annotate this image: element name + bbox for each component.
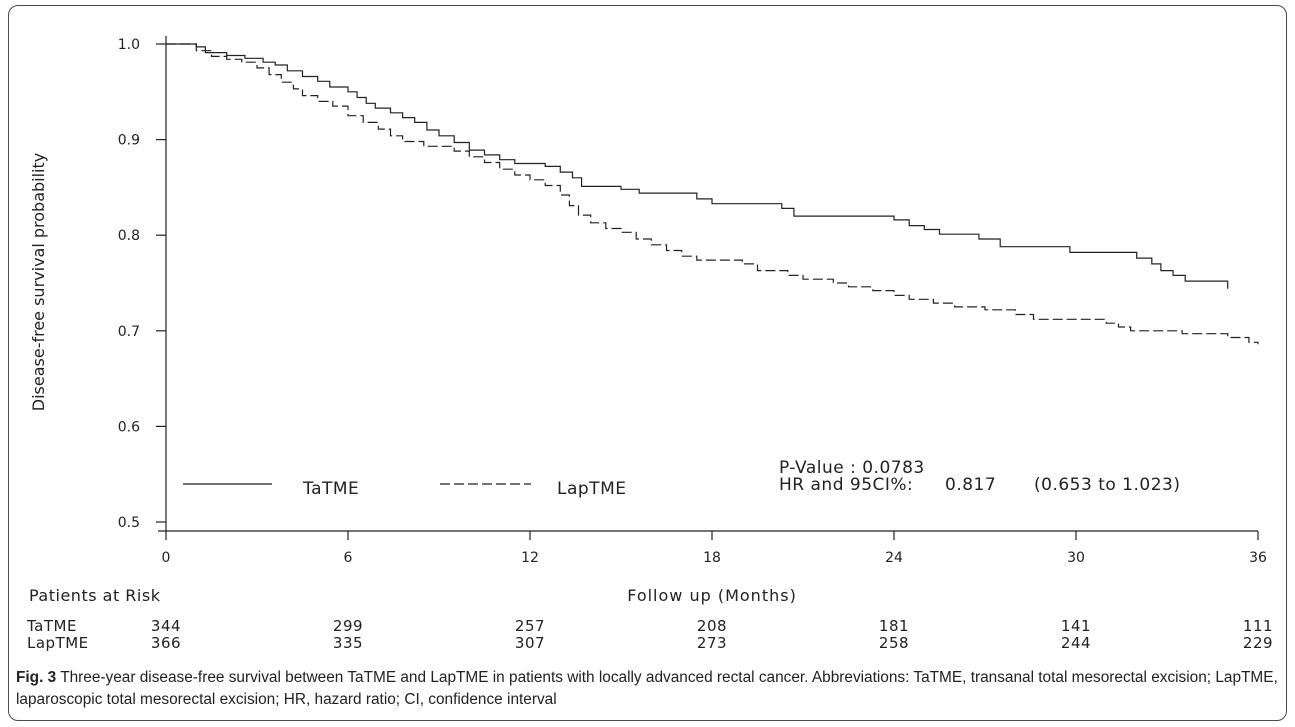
x-tick-label: 18 (703, 550, 721, 566)
risk-count: 366 (151, 634, 181, 652)
hr-ci-annotation: (0.653 to 1.023) (1034, 475, 1180, 495)
survival-chart: 0 6 12 18 24 30 36 0.50.60.70.80.91.0 TaTME Lap… (26, 36, 1273, 652)
risk-count: 344 (151, 617, 181, 635)
risk-count: 181 (879, 617, 909, 635)
risk-count: 299 (333, 617, 363, 635)
y-tick-label: 0.5 (118, 515, 140, 531)
x-tick-label: 24 (885, 550, 903, 566)
risk-row-label: TaTME (26, 617, 77, 635)
y-tick-label: 0.8 (118, 228, 140, 244)
y-ticks: 0.5 0.6 0.7 0.8 0.9 1.0 (118, 37, 166, 531)
y-tick-label: 1.0 (118, 37, 140, 53)
legend-label-tatme: TaTME (302, 479, 359, 499)
figure-frame (8, 5, 1287, 721)
risk-count: 257 (515, 617, 545, 635)
x-tick-label: 12 (521, 550, 539, 566)
x-tick-label: 6 (344, 550, 353, 566)
risk-row-label: LapTME (27, 634, 89, 652)
risk-table: TaTME 344 299 257 208 181 141 111 LapTME 366 335 30… (26, 617, 1273, 652)
hr-value-annotation: 0.817 (945, 475, 996, 495)
caption-text: Three-year disease-free survival between… (16, 669, 1278, 708)
legend-label-laptme: LapTME (557, 479, 626, 499)
risk-count: 229 (1243, 634, 1273, 652)
y-tick-label: 0.9 (118, 133, 140, 149)
risk-count: 244 (1061, 634, 1091, 652)
x-axis-label: Follow up (Months) (627, 586, 797, 605)
x-tick-label: 30 (1067, 550, 1085, 566)
legend: TaTME LapTME (183, 479, 626, 499)
chart-axes (158, 36, 1258, 532)
risk-count: 335 (333, 634, 363, 652)
x-ticks: 0 6 12 18 24 30 36 (162, 531, 1267, 566)
risk-count: 111 (1243, 617, 1273, 635)
y-tick-label: 0.6 (118, 419, 140, 435)
series-tatme-line (166, 43, 1229, 289)
hr-label-annotation: HR and 95CI%: (779, 475, 913, 495)
p-value-annotation: P-Value : 0.0783 (779, 458, 925, 478)
risk-count: 208 (697, 617, 727, 635)
risk-count: 273 (697, 634, 727, 652)
survival-curves (166, 43, 1259, 345)
risk-count: 258 (879, 634, 909, 652)
risk-count: 141 (1061, 617, 1091, 635)
y-tick-label: 0.7 (118, 324, 140, 340)
risk-count: 307 (515, 634, 545, 652)
series-laptme-line (166, 43, 1259, 345)
x-tick-label: 36 (1249, 550, 1267, 566)
caption-label: Fig. 3 (16, 669, 57, 686)
y-axis-label: Disease-free survival probability (29, 153, 48, 411)
risk-table-title: Patients at Risk (29, 586, 161, 605)
figure-caption: Fig. 3 Three-year disease-free survival … (16, 667, 1281, 711)
x-tick-label: 0 (162, 550, 171, 566)
